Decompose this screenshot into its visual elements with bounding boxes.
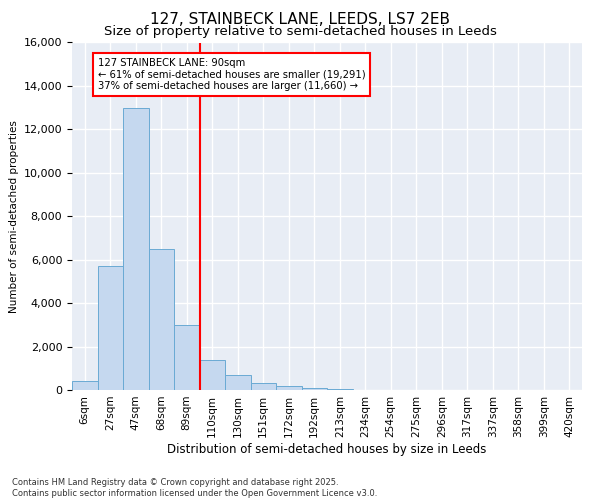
Bar [276, 386, 302, 390]
Text: 127 STAINBECK LANE: 90sqm
← 61% of semi-detached houses are smaller (19,291)
37%: 127 STAINBECK LANE: 90sqm ← 61% of semi-… [97, 58, 365, 91]
Bar [302, 388, 327, 390]
Text: Size of property relative to semi-detached houses in Leeds: Size of property relative to semi-detach… [104, 25, 496, 38]
Bar [72, 382, 97, 390]
Text: Contains HM Land Registry data © Crown copyright and database right 2025.
Contai: Contains HM Land Registry data © Crown c… [12, 478, 377, 498]
Y-axis label: Number of semi-detached properties: Number of semi-detached properties [10, 120, 19, 312]
X-axis label: Distribution of semi-detached houses by size in Leeds: Distribution of semi-detached houses by … [167, 442, 487, 456]
Bar [123, 108, 149, 390]
Bar [199, 360, 225, 390]
Text: 127, STAINBECK LANE, LEEDS, LS7 2EB: 127, STAINBECK LANE, LEEDS, LS7 2EB [150, 12, 450, 28]
Bar [97, 266, 123, 390]
Bar [174, 325, 199, 390]
Bar [251, 384, 276, 390]
Bar [225, 375, 251, 390]
Bar [149, 249, 174, 390]
Bar [327, 388, 353, 390]
